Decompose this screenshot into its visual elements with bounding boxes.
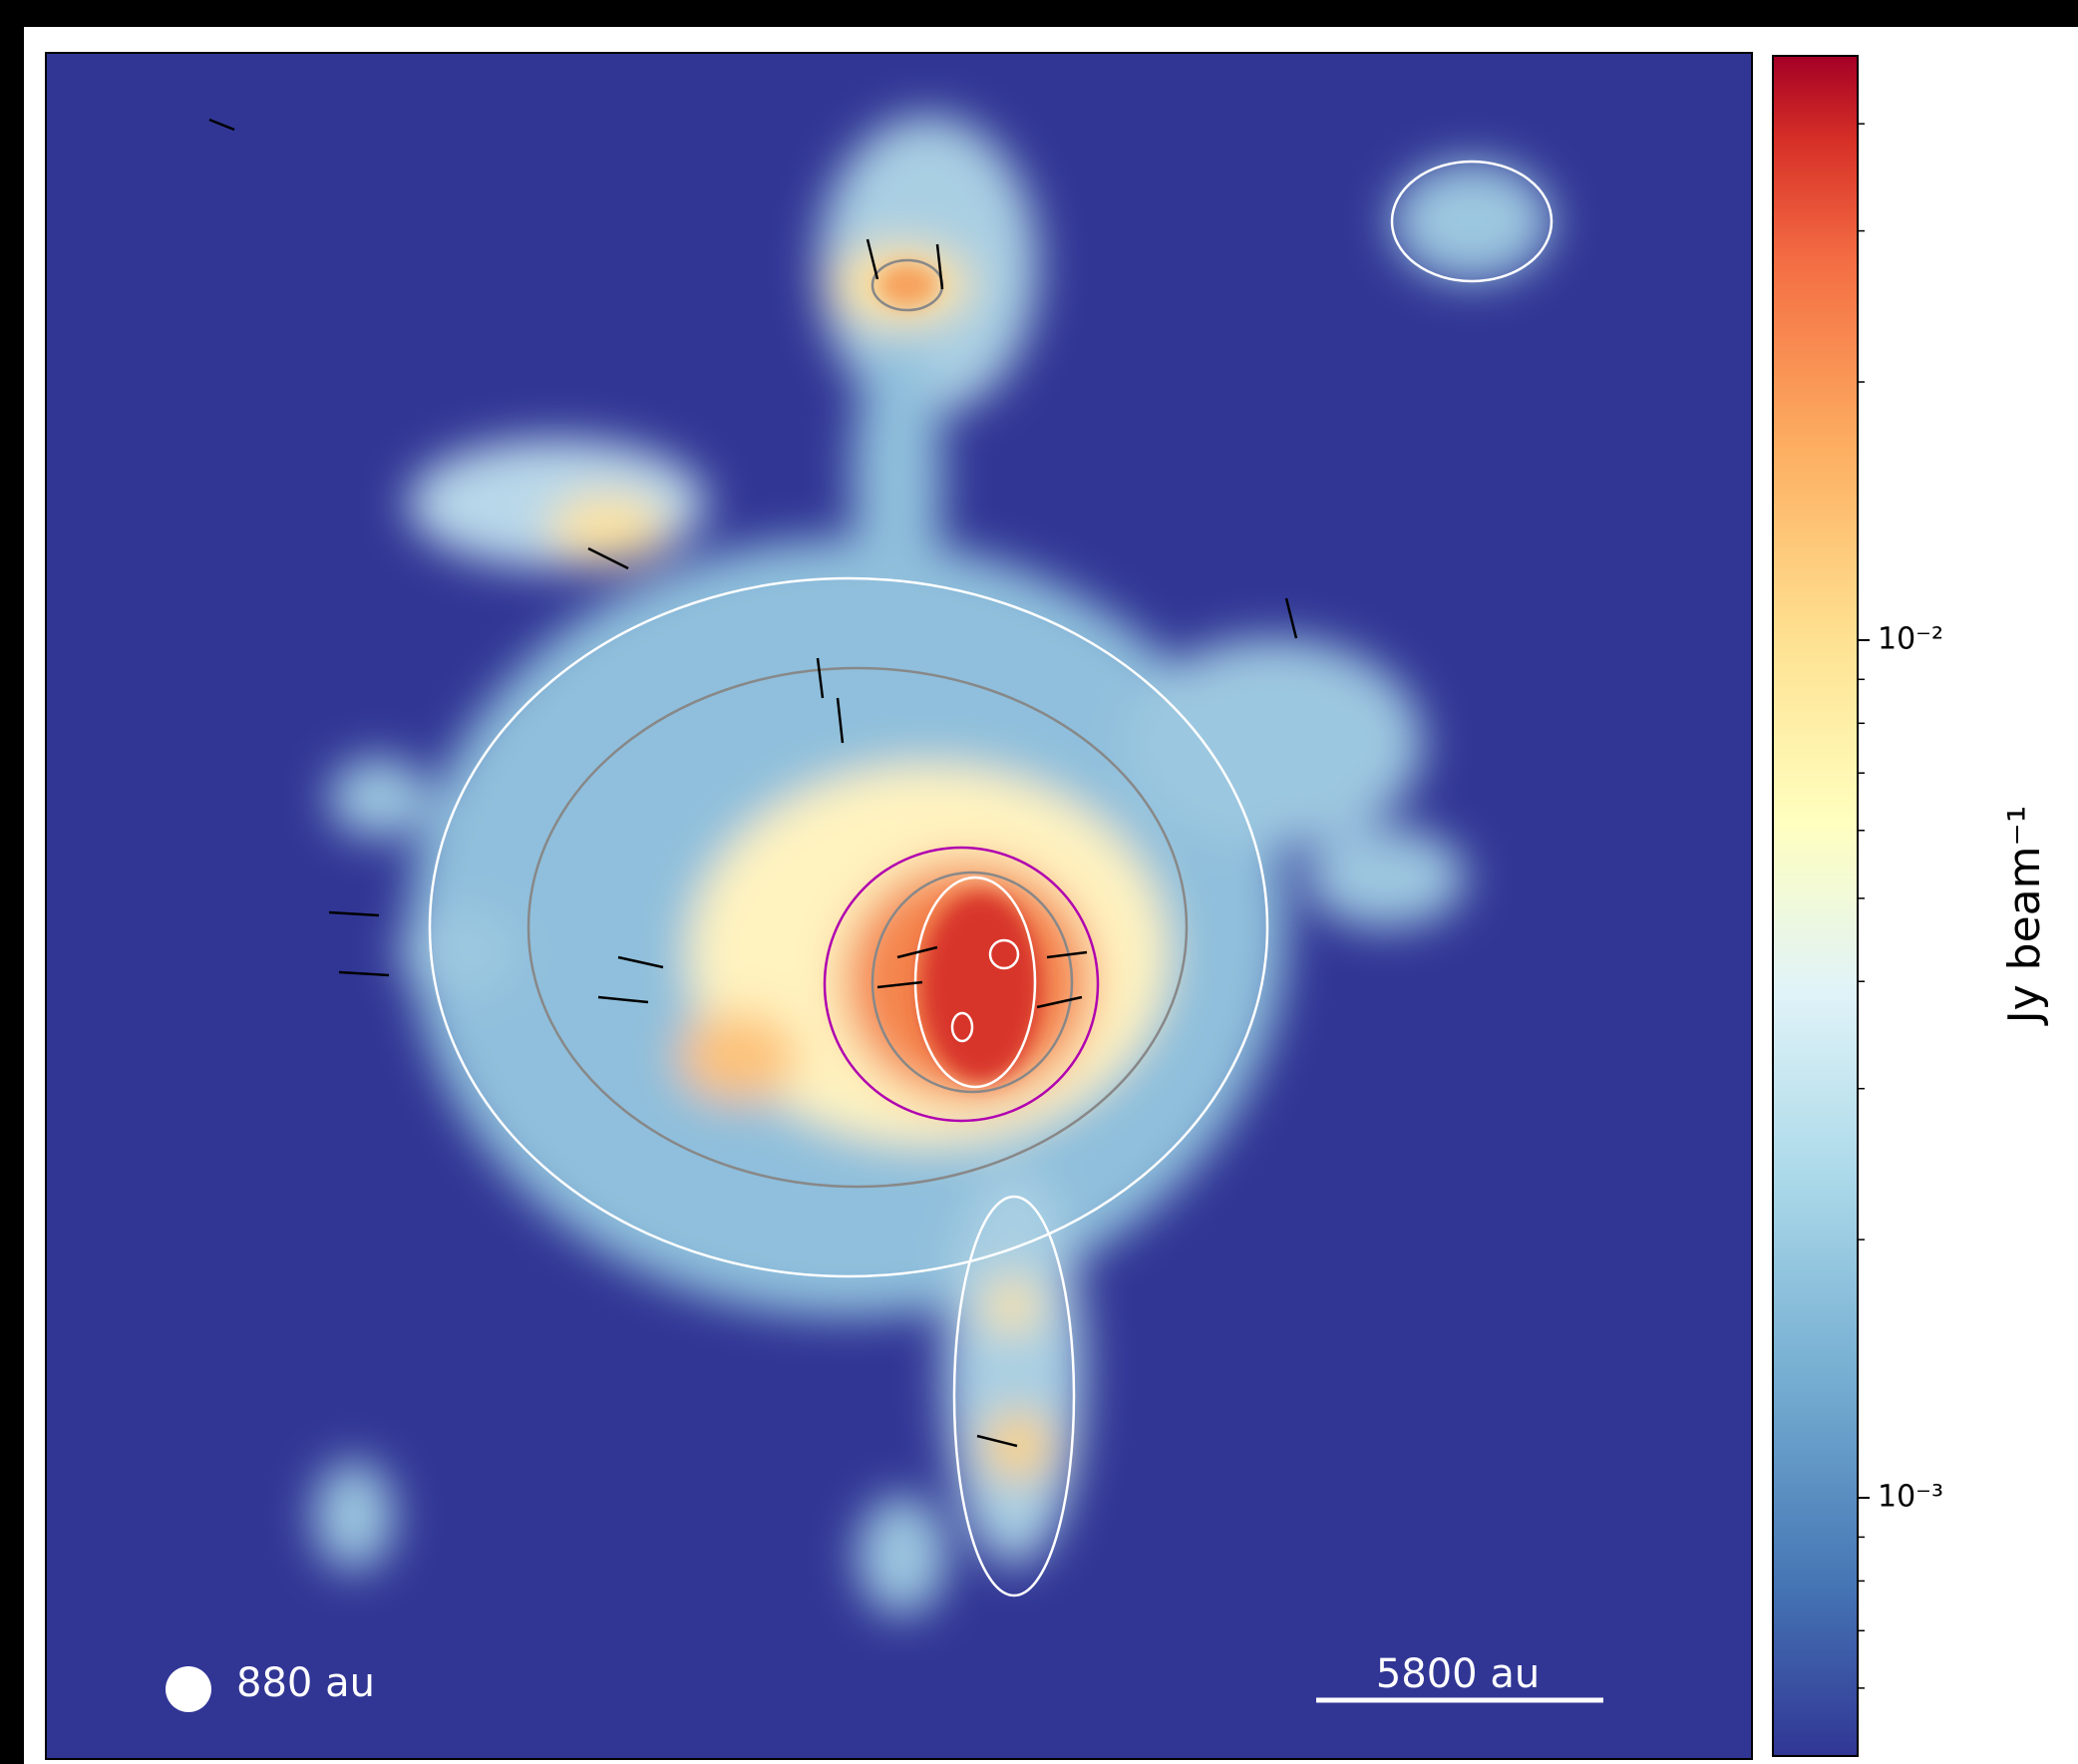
colorbar-tick-label: 10⁻³ (1878, 1480, 1943, 1515)
beam (166, 1666, 211, 1712)
top-band (0, 0, 2078, 27)
colorbar-label: Jy beam⁻¹ (1999, 806, 2050, 1027)
colorbar (1773, 56, 1858, 1756)
beam-label: 880 au (236, 1660, 375, 1706)
image (46, 53, 1752, 1759)
scale-bar-label: 5800 au (1376, 1651, 1540, 1697)
colorbar-tick-label: 10⁻² (1878, 621, 1943, 656)
left-band (0, 0, 24, 1764)
page: 880 au 5800 au Jy beam⁻¹ 10⁻³10⁻² (() =>… (0, 0, 2078, 1764)
figure: 880 au 5800 au Jy beam⁻¹ 10⁻³ 10⁻² (0, 0, 2078, 1764)
